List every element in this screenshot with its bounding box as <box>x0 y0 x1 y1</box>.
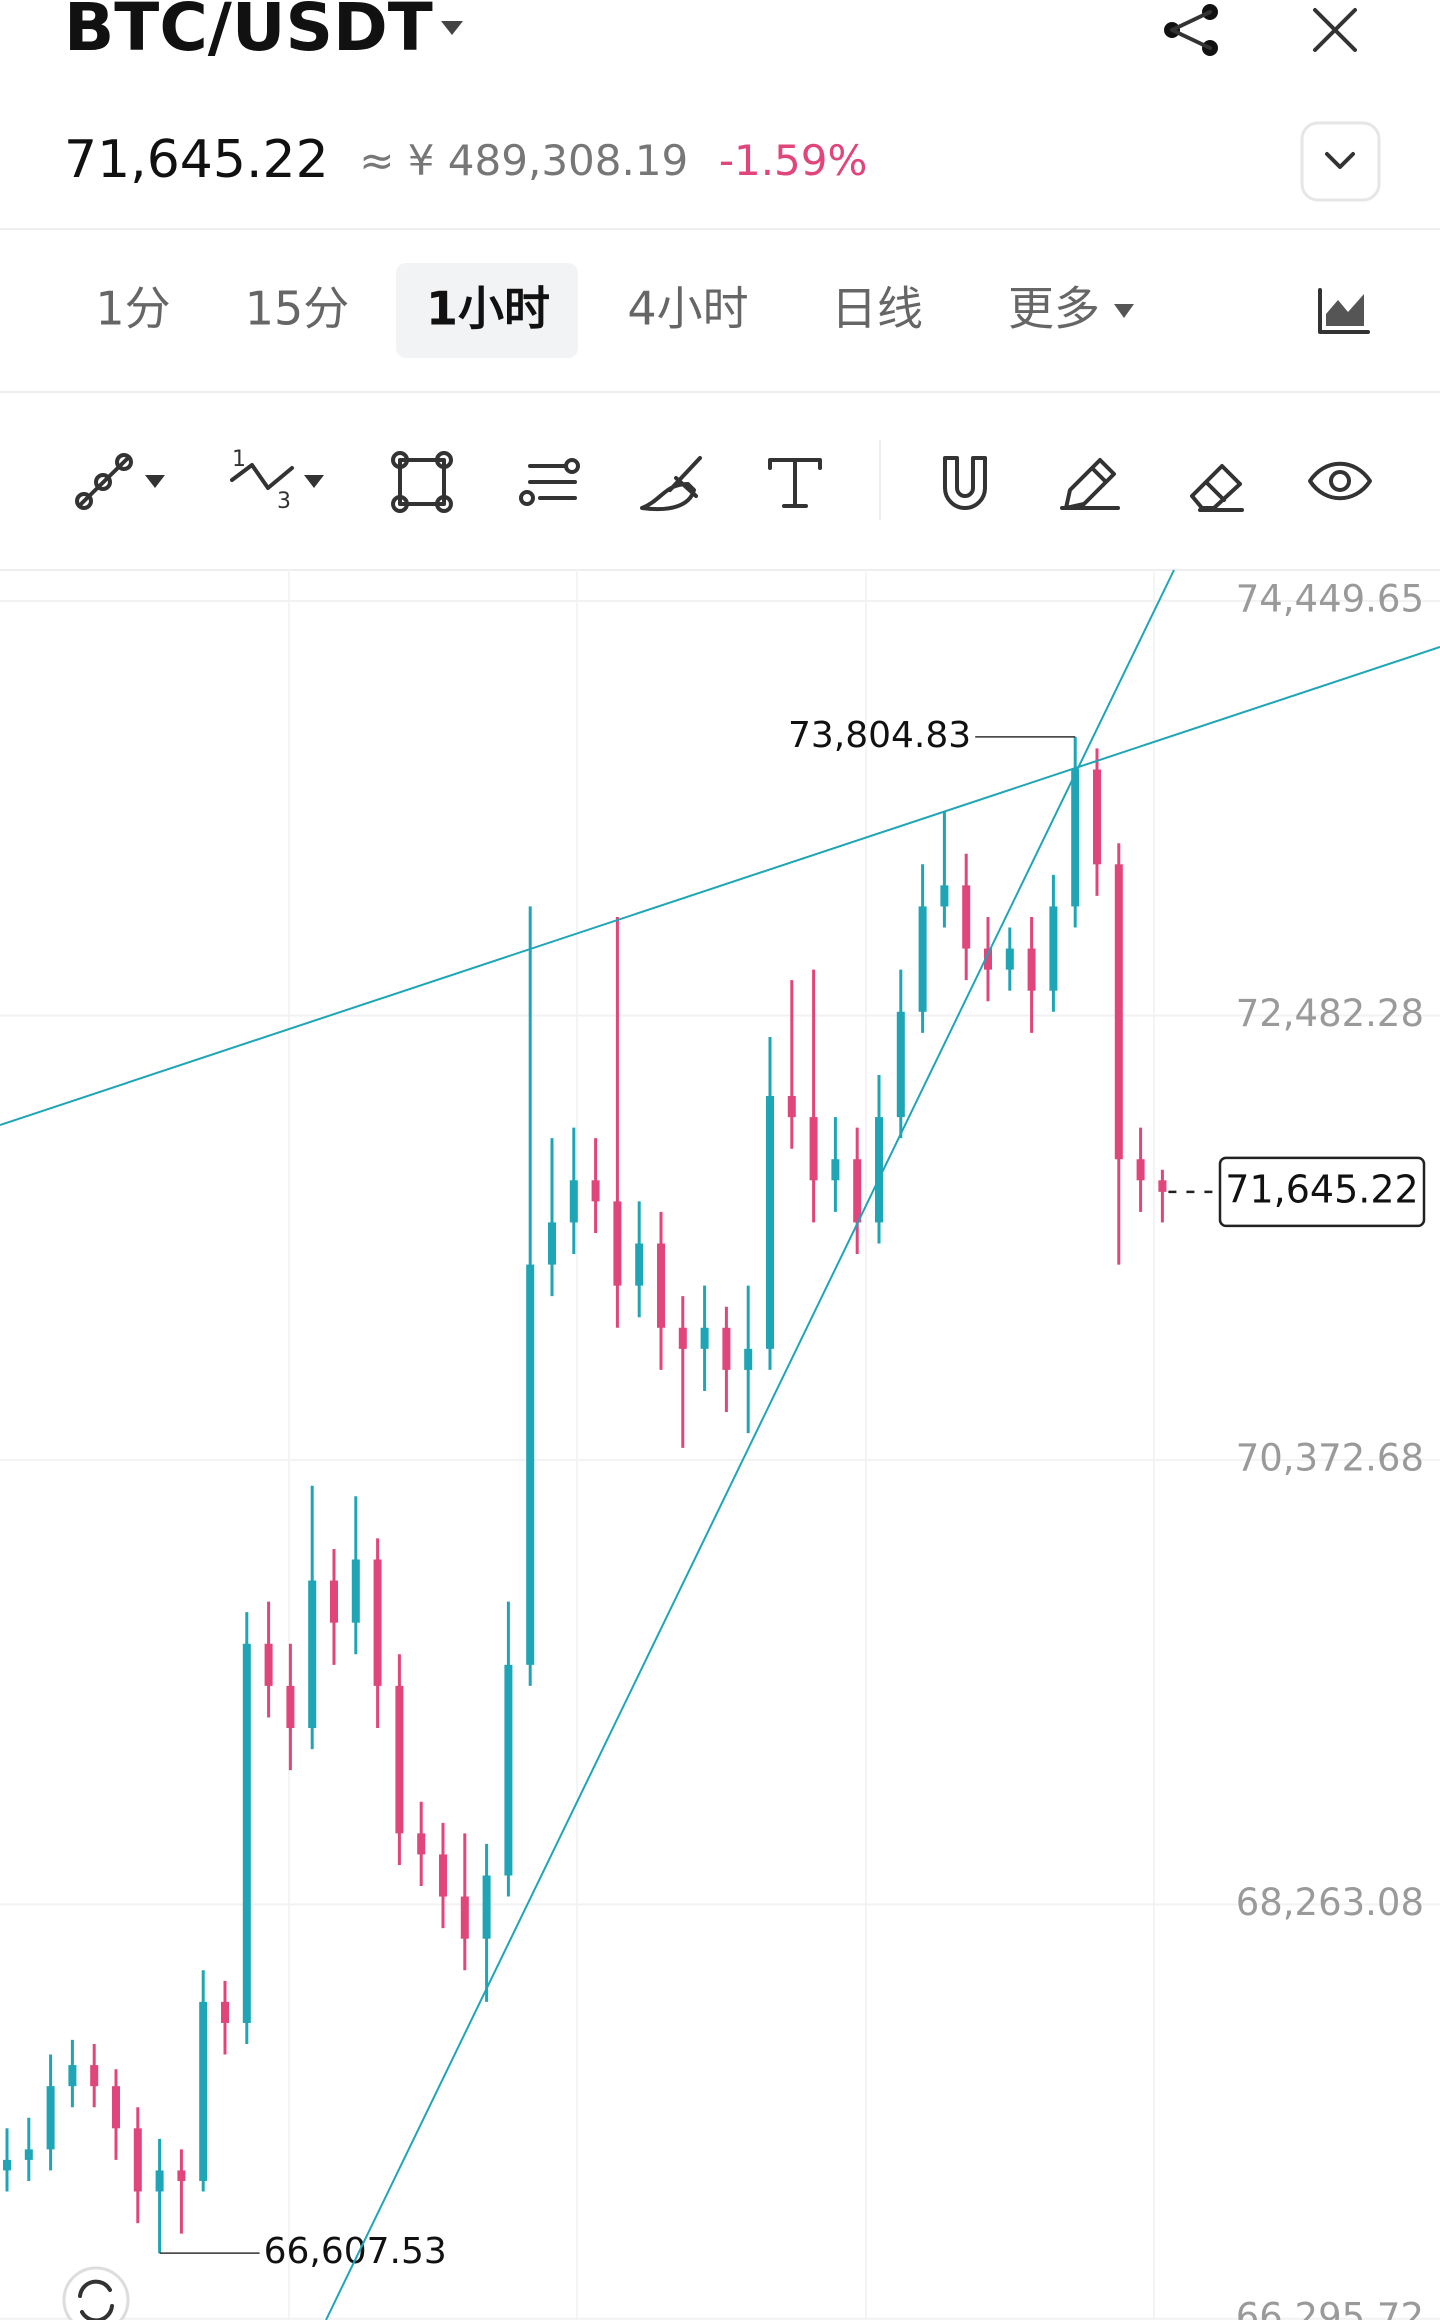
candle-body <box>722 1327 731 1370</box>
candle-chart[interactable]: 74,449.65 72,482.28 70,372.68 68,263.08 66,2… <box>0 578 1440 2320</box>
candle-body <box>330 1580 338 1623</box>
candle-body <box>591 1180 600 1202</box>
candle-body <box>853 1159 862 1223</box>
candle-body <box>962 885 971 949</box>
candle-body <box>3 2159 11 2171</box>
last-price: 71,645.22 <box>64 130 329 190</box>
tool-wave[interactable]: 13 <box>230 447 324 514</box>
candle-body <box>1114 864 1123 1160</box>
tab-more[interactable]: 更多 <box>1008 282 1100 336</box>
candle-body <box>460 1896 469 1939</box>
candle-body <box>1005 948 1014 970</box>
candle-body <box>133 2128 142 2192</box>
share-button[interactable] <box>1164 4 1218 56</box>
trend-line[interactable] <box>325 569 1175 2320</box>
tab[interactable]: 4小时 <box>627 282 748 336</box>
candle-body <box>1136 1159 1145 1181</box>
y-tick-label: 68,263.08 <box>1236 1881 1424 1924</box>
annotation-label: 73,804.83 <box>788 715 971 756</box>
tool-line[interactable] <box>75 453 165 510</box>
change: -1.59% <box>719 136 868 185</box>
candle-body <box>548 1222 556 1265</box>
reset-button[interactable] <box>62 2266 130 2320</box>
candle-body <box>155 2170 164 2192</box>
candle-body <box>875 1117 883 1223</box>
price-line: 71,645.22 ≈ ¥ 489,308.19 -1.59% <box>64 130 867 190</box>
candle-body <box>657 1243 665 1328</box>
candle-body <box>526 1264 535 1665</box>
svg-text:1: 1 <box>232 447 246 472</box>
expand-button[interactable] <box>1300 121 1381 202</box>
tool-magnet[interactable] <box>943 456 987 510</box>
candle-body <box>482 1875 491 1939</box>
candle-body <box>700 1327 709 1349</box>
vertical-grid <box>288 570 1155 2320</box>
candle-body <box>395 1685 404 1834</box>
more-caret <box>1114 304 1134 318</box>
last-price-label: 71,645.22 <box>1225 1167 1418 1211</box>
candle-body <box>24 2149 33 2160</box>
candle-body <box>766 1096 774 1349</box>
y-tick-label: 66,295.72 <box>1236 2295 1424 2320</box>
candle-body <box>918 906 927 1012</box>
tool-eraser[interactable] <box>1190 464 1244 512</box>
candle-body <box>351 1559 360 1623</box>
tool-eye[interactable] <box>1308 461 1372 501</box>
close-button[interactable] <box>1313 8 1357 52</box>
chart-type-button[interactable] <box>1318 288 1370 334</box>
y-tick-label: 70,372.68 <box>1236 1436 1424 1479</box>
candle-body <box>896 1011 905 1118</box>
tool-pencil[interactable] <box>1060 458 1120 510</box>
svg-text:3: 3 <box>277 489 291 514</box>
candle-body <box>112 2086 120 2129</box>
y-tick-label: 72,482.28 <box>1236 992 1424 1035</box>
candle-body <box>1093 769 1101 865</box>
pair-title[interactable]: BTC/USDT <box>64 0 433 66</box>
candle-body <box>199 2001 208 2181</box>
candle-body <box>439 1854 447 1897</box>
candle-body <box>286 1685 295 1729</box>
trend-line[interactable] <box>0 646 1440 1126</box>
candle-body <box>831 1159 840 1181</box>
candle-body <box>221 2001 229 2023</box>
candle-body <box>308 1580 317 1729</box>
candle-body <box>569 1180 578 1223</box>
candle-body <box>46 2086 55 2150</box>
tool-rect[interactable] <box>391 451 453 513</box>
candle-body <box>504 1664 513 1876</box>
tool-fib[interactable] <box>519 458 580 506</box>
candle-body <box>373 1559 382 1686</box>
y-tick-label: 74,449.65 <box>1236 578 1424 621</box>
candle-body <box>940 885 949 907</box>
tab[interactable]: 日线 <box>831 282 923 336</box>
candle-body <box>744 1348 753 1370</box>
candle-body <box>678 1327 687 1349</box>
tab-selected-bg <box>396 263 578 358</box>
candle-body <box>1027 948 1036 991</box>
tool-text[interactable] <box>768 458 822 508</box>
candle-body <box>613 1201 622 1286</box>
candle-body <box>177 2170 186 2181</box>
tab-selected[interactable]: 1小时 <box>426 282 550 336</box>
pair-dropdown[interactable] <box>441 21 463 35</box>
tool-brush[interactable] <box>640 456 702 512</box>
cny-price: ≈ ¥ 489,308.19 <box>359 136 688 185</box>
candle-body <box>90 2065 99 2087</box>
candle-body <box>635 1243 644 1286</box>
candle-body <box>1071 769 1080 907</box>
candle-body <box>68 2065 77 2087</box>
annotation-label: 66,607.53 <box>264 2231 447 2272</box>
candle-body <box>1049 906 1058 991</box>
candle-body <box>787 1096 796 1118</box>
candle-body <box>264 1643 273 1686</box>
tab[interactable]: 1分 <box>95 282 170 336</box>
last-price-box <box>1218 1156 1426 1228</box>
candle-body <box>809 1117 818 1181</box>
candle-body <box>984 948 992 970</box>
tab[interactable]: 15分 <box>245 282 350 336</box>
candle-body <box>417 1833 426 1855</box>
candle-body <box>1158 1180 1167 1192</box>
candle-body <box>242 1643 251 2023</box>
